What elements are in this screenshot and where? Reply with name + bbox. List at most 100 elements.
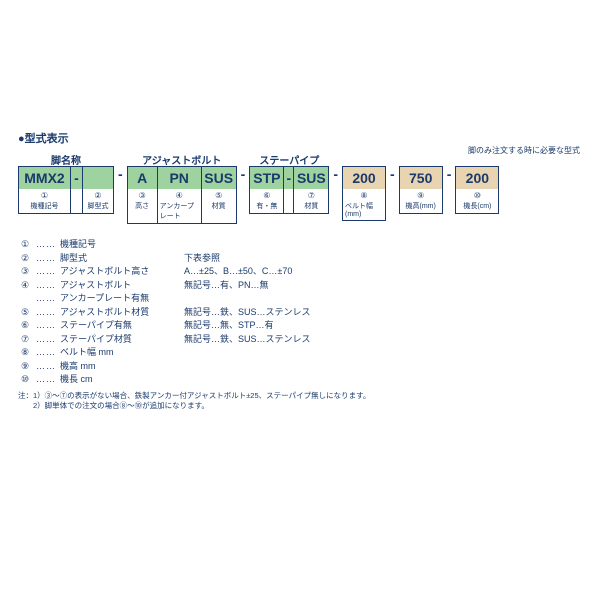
code-segment: STP⑥有・無 xyxy=(250,167,284,213)
code-segment-value: 200 xyxy=(456,167,498,189)
separator-dash: - xyxy=(116,152,125,182)
group-title xyxy=(363,152,365,164)
code-segment-value: 750 xyxy=(400,167,442,189)
code-segment: SUS⑤材質 xyxy=(202,167,236,223)
group-title xyxy=(420,152,422,164)
desc-row: ⑩……機長 cm xyxy=(18,373,582,387)
code-group: 200⑩機長(cm) xyxy=(455,152,499,214)
desc-label: ステーパイプ有無 xyxy=(60,319,180,333)
desc-num: ⑧ xyxy=(18,346,32,360)
desc-dots: …… xyxy=(36,279,56,293)
code-group: アジャストボルトA③高さPN④アンカープレートSUS⑤材質 xyxy=(127,152,237,224)
desc-num: ⑦ xyxy=(18,333,32,347)
desc-num: ② xyxy=(18,252,32,266)
code-segment: ②脚型式 xyxy=(83,167,113,213)
description-list: ①……機種記号②……脚型式下表参照③……アジャストボルト高さA…±25、B…±5… xyxy=(18,238,582,387)
desc-dots: …… xyxy=(36,306,56,320)
code-segment-label xyxy=(286,189,292,200)
desc-value: 無記号…有、PN…無 xyxy=(184,279,582,293)
desc-label: アジャストボルト高さ xyxy=(60,265,180,279)
code-segment-value: A xyxy=(128,167,157,189)
desc-dots: …… xyxy=(36,238,56,252)
desc-row: ①……機種記号 xyxy=(18,238,582,252)
code-segment-label xyxy=(74,189,80,200)
separator-dash: - xyxy=(239,152,248,182)
desc-value: 無記号…鉄、SUS…ステンレス xyxy=(184,333,582,347)
code-group-box: STP⑥有・無- SUS⑦材質 xyxy=(249,166,329,214)
desc-row: ④……アジャストボルト無記号…有、PN…無 xyxy=(18,279,582,293)
desc-num: ③ xyxy=(18,265,32,279)
code-group: 750⑨機高(mm) xyxy=(399,152,443,214)
desc-row: ⑧ …… ベルト幅 mm xyxy=(18,346,582,360)
code-segment: A③高さ xyxy=(128,167,158,223)
desc-row: ② …… 脚型式下表参照 xyxy=(18,252,582,266)
desc-dots: …… xyxy=(36,333,56,347)
code-segment-label: ⑤材質 xyxy=(210,189,228,213)
code-segment-label: ③高さ xyxy=(133,189,151,213)
desc-dots: …… xyxy=(36,360,56,374)
desc-dots: …… xyxy=(36,292,56,306)
code-group-box: 200⑩機長(cm) xyxy=(455,166,499,214)
code-group: ステーパイプ STP⑥有・無- SUS⑦材質 xyxy=(249,152,329,214)
code-segment-label: ⑥有・無 xyxy=(254,189,279,213)
footnote-line: 2）脚単体での注文の場合⑧～⑩が追加になります。 xyxy=(18,401,582,412)
code-segment: 750⑨機高(mm) xyxy=(400,167,442,213)
code-segment-label: ⑨機高(mm) xyxy=(404,189,438,213)
code-segment-label: ①機種記号 xyxy=(29,189,61,213)
code-segment-value: SUS xyxy=(294,167,328,189)
code-segment-label: ④アンカープレート xyxy=(158,189,201,223)
desc-num: ⑨ xyxy=(18,360,32,374)
separator-dash: - xyxy=(331,152,340,182)
code-segment-label: ②脚型式 xyxy=(86,189,111,213)
desc-dots: …… xyxy=(36,252,56,266)
code-group-box: MMX2①機種記号- ②脚型式 xyxy=(18,166,114,214)
code-segment: MMX2①機種記号 xyxy=(19,167,71,213)
desc-label: ベルト幅 mm xyxy=(60,346,180,360)
desc-value: A…±25、B…±50、C…±70 xyxy=(184,265,582,279)
right-note: 脚のみ注文する時に必要な型式 xyxy=(468,145,580,156)
code-group-box: A③高さPN④アンカープレートSUS⑤材質 xyxy=(127,166,237,224)
code-group: 脚名称 MMX2①機種記号- ②脚型式 xyxy=(18,152,114,214)
code-group-box: 200⑧ベルト幅(mm) xyxy=(342,166,386,221)
code-segment-label: ⑩機長(cm) xyxy=(461,189,493,213)
code-segment: PN④アンカープレート xyxy=(158,167,202,223)
desc-value: 無記号…無、STP…有 xyxy=(184,319,582,333)
separator-dash: - xyxy=(445,152,454,182)
desc-value: 下表参照 xyxy=(184,252,582,266)
code-group: 200⑧ベルト幅(mm) xyxy=(342,152,386,221)
desc-label: 機高 mm xyxy=(60,360,180,374)
desc-row: ⑥ …… ステーパイプ有無無記号…無、STP…有 xyxy=(18,319,582,333)
desc-num: ① xyxy=(18,238,32,252)
desc-label: 機長 cm xyxy=(60,373,180,387)
desc-label: ステーパイプ材質 xyxy=(60,333,180,347)
code-row: 脚名称MMX2①機種記号- ②脚型式-アジャストボルトA③高さPN④アンカープレ… xyxy=(18,152,582,224)
code-segment: - xyxy=(71,167,83,213)
code-segment-value: 200 xyxy=(343,167,385,189)
code-segment: SUS⑦材質 xyxy=(294,167,328,213)
code-segment-value xyxy=(83,167,113,189)
separator-dash: - xyxy=(388,152,397,182)
desc-num: ④ xyxy=(18,279,32,293)
code-segment-value: - xyxy=(284,167,293,189)
desc-dots: …… xyxy=(36,346,56,360)
desc-row: ③……アジャストボルト高さA…±25、B…±50、C…±70 xyxy=(18,265,582,279)
code-group-box: 750⑨機高(mm) xyxy=(399,166,443,214)
code-segment-value: PN xyxy=(158,167,201,189)
desc-num: ⑩ xyxy=(18,373,32,387)
desc-num: ⑥ xyxy=(18,319,32,333)
group-title: アジャストボルト xyxy=(142,152,221,164)
footnote-line: 注：1）③～⑦の表示がない場合、鉄製アンカー付アジャストボルト±25、ステーパイ… xyxy=(18,391,582,402)
group-title: ステーパイプ xyxy=(259,152,319,164)
header-label: ●型式表示 xyxy=(18,130,582,146)
code-segment-value: MMX2 xyxy=(19,167,70,189)
desc-label: 脚型式 xyxy=(60,252,180,266)
code-segment: 200⑩機長(cm) xyxy=(456,167,498,213)
code-segment: - xyxy=(284,167,294,213)
group-title: 脚名称 xyxy=(51,152,81,164)
desc-label: アンカープレート有無 xyxy=(60,292,180,306)
desc-row: ⑦ …… ステーパイプ材質無記号…鉄、SUS…ステンレス xyxy=(18,333,582,347)
desc-dots: …… xyxy=(36,319,56,333)
code-segment-label: ⑧ベルト幅(mm) xyxy=(343,189,385,220)
code-segment: 200⑧ベルト幅(mm) xyxy=(343,167,385,220)
desc-row: …… アンカープレート有無 xyxy=(18,292,582,306)
